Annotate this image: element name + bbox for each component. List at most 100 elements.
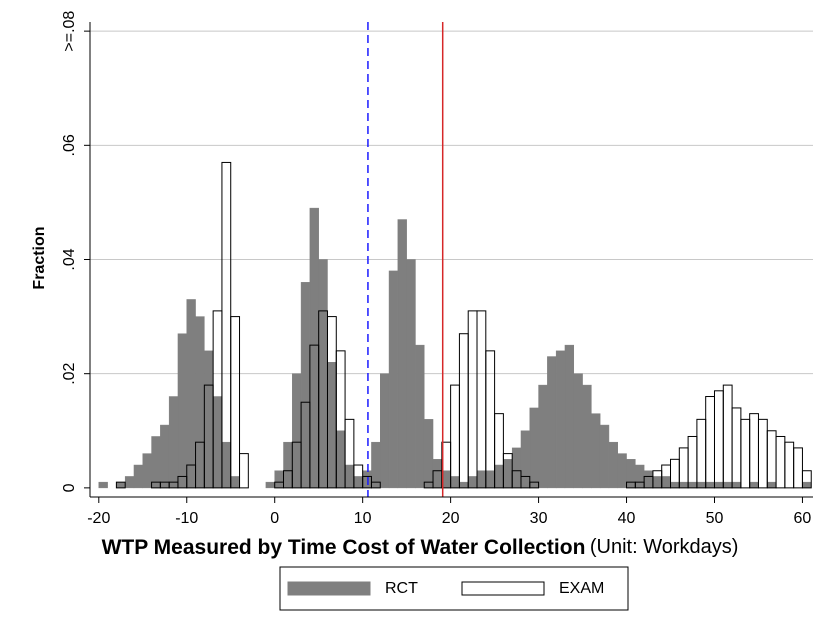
bar xyxy=(494,464,504,489)
x-tick-label: 30 xyxy=(530,510,548,527)
bar xyxy=(204,350,214,489)
bar xyxy=(353,476,363,489)
bar xyxy=(212,396,223,489)
bar xyxy=(476,470,487,489)
bar xyxy=(801,470,812,489)
bar xyxy=(564,344,575,489)
bar xyxy=(652,476,662,489)
bar xyxy=(370,481,381,489)
bar xyxy=(300,282,311,489)
legend-swatch xyxy=(461,581,545,596)
bar xyxy=(547,356,557,489)
bar xyxy=(661,476,671,489)
legend-label: EXAM xyxy=(559,580,604,597)
bar xyxy=(98,481,108,489)
bar xyxy=(344,418,355,489)
bar xyxy=(573,373,583,489)
bar xyxy=(230,476,240,489)
bar xyxy=(133,464,144,489)
x-axis-unit: (Unit: Workdays) xyxy=(590,536,739,558)
bar xyxy=(503,459,513,489)
bar xyxy=(626,459,636,489)
bar xyxy=(608,441,618,489)
bar xyxy=(679,481,689,489)
bar xyxy=(767,481,777,489)
x-axis-label: WTP Measured by Time Cost of Water Colle… xyxy=(102,536,739,559)
bar xyxy=(380,373,390,489)
y-tick-label: .04 xyxy=(61,248,78,270)
bar xyxy=(432,459,443,489)
bar xyxy=(538,384,548,489)
bar xyxy=(459,481,469,489)
bar xyxy=(749,481,759,489)
bar xyxy=(731,481,742,489)
bar xyxy=(599,424,610,489)
bar xyxy=(327,362,337,489)
bar xyxy=(336,430,346,489)
bar xyxy=(582,384,592,489)
bar xyxy=(591,413,601,489)
bar xyxy=(274,470,284,489)
bar xyxy=(309,207,319,489)
bar xyxy=(415,344,425,489)
bar xyxy=(177,333,188,489)
bar xyxy=(723,481,733,489)
bar xyxy=(714,481,724,489)
legend-label: RCT xyxy=(385,580,418,597)
x-tick-label: -20 xyxy=(87,510,110,527)
bar xyxy=(318,259,328,489)
x-tick-label: 50 xyxy=(706,510,724,527)
bar xyxy=(670,481,680,489)
bar xyxy=(705,481,715,489)
bar xyxy=(371,441,381,489)
bar xyxy=(467,476,478,489)
bar xyxy=(494,413,504,489)
x-axis-title: WTP Measured by Time Cost of Water Colle… xyxy=(102,536,586,559)
bar xyxy=(265,481,275,489)
bar xyxy=(344,464,355,489)
bar xyxy=(388,270,399,489)
y-tick-label: >=.08 xyxy=(61,11,78,52)
bar xyxy=(529,407,539,489)
bar xyxy=(151,436,161,489)
bar xyxy=(292,373,302,489)
bar xyxy=(124,476,135,489)
x-tick-label: 10 xyxy=(354,510,372,527)
bar xyxy=(142,453,152,489)
bar xyxy=(696,481,706,489)
x-tick-label: 20 xyxy=(442,510,460,527)
x-tick-label: 40 xyxy=(618,510,636,527)
bar xyxy=(529,481,540,489)
bar xyxy=(485,470,495,489)
bar xyxy=(195,316,205,489)
bar xyxy=(239,453,249,489)
x-tick-label: -10 xyxy=(175,510,198,527)
bar xyxy=(168,396,179,489)
bar xyxy=(362,470,372,489)
bar xyxy=(283,441,293,489)
bar xyxy=(555,350,566,489)
bar xyxy=(116,481,126,489)
bar xyxy=(617,453,627,489)
bar xyxy=(160,424,170,489)
y-tick-label: 0 xyxy=(61,483,78,492)
x-tick-label: 0 xyxy=(270,510,279,527)
bar xyxy=(687,481,698,489)
legend-swatch xyxy=(287,581,371,596)
bar xyxy=(520,430,531,489)
y-tick-label: .06 xyxy=(61,134,78,156)
bar xyxy=(230,316,241,489)
bar xyxy=(423,419,434,489)
bar xyxy=(115,481,126,489)
bar xyxy=(406,259,416,489)
bar xyxy=(221,441,231,489)
bar xyxy=(511,447,522,489)
bar xyxy=(450,476,460,489)
bar xyxy=(397,219,407,489)
bar xyxy=(793,447,803,489)
bar xyxy=(186,299,196,489)
y-axis-label: Fraction xyxy=(31,226,48,289)
